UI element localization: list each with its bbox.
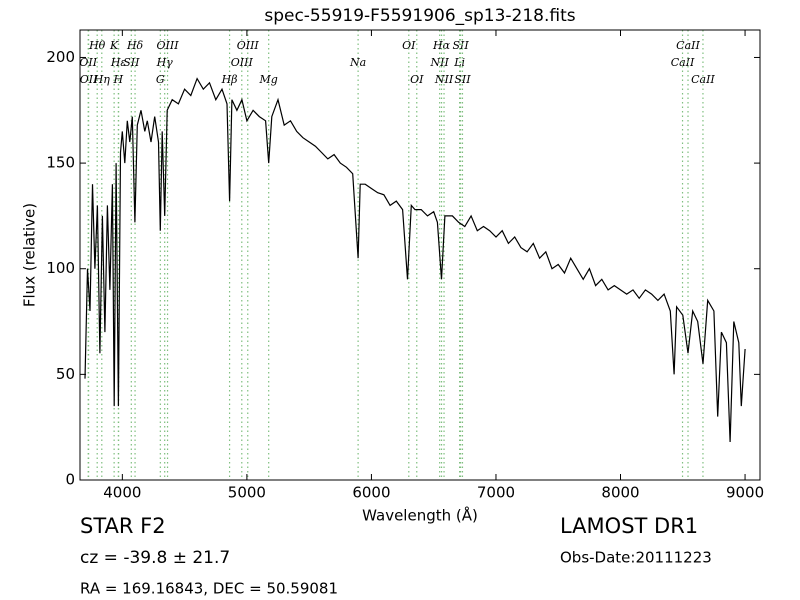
spectral-line-label: Hγ	[156, 56, 174, 69]
spectral-line-label: G	[156, 73, 165, 86]
spectral-line-label: Hβ	[221, 73, 238, 86]
object-class: STAR F2	[80, 514, 166, 538]
spectral-line-label: NII	[434, 73, 454, 86]
spectral-line-label: Hα	[432, 39, 451, 52]
spectral-line-label: Hδ	[126, 39, 144, 52]
spectral-line-label: OIII	[231, 56, 254, 69]
y-tick-label: 50	[56, 365, 75, 383]
x-tick-label: 5000	[228, 484, 266, 502]
spectral-line-label: Hε	[110, 56, 127, 69]
x-tick-label: 4000	[103, 484, 141, 502]
spectral-line-label: CaII	[671, 56, 695, 69]
spectral-line-label: SII	[454, 73, 471, 86]
spectral-line-label: OI	[402, 39, 416, 52]
spectral-line-label: SII	[452, 39, 469, 52]
spectral-line-label: Na	[349, 56, 366, 69]
coordinates: RA = 169.16843, DEC = 50.59081	[80, 580, 338, 598]
spectral-line-label: CaII	[691, 73, 715, 86]
x-tick-label: 9000	[726, 484, 764, 502]
spectral-line-label: OIII	[157, 39, 180, 52]
x-tick-label: 6000	[352, 484, 390, 502]
spectral-line-label: NII	[430, 56, 450, 69]
spectral-line-label: OIII	[237, 39, 260, 52]
y-tick-label: 200	[46, 48, 75, 66]
y-axis-label: Flux (relative)	[21, 203, 39, 307]
spectral-line-label: Li	[453, 56, 465, 69]
spectral-line-label: Mg	[259, 73, 278, 86]
y-tick-label: 100	[46, 259, 75, 277]
spectral-line-label: K	[109, 39, 119, 52]
spectral-line-label: Hη	[93, 73, 111, 86]
plot-frame	[79, 29, 761, 481]
y-tick-label: 150	[46, 154, 75, 172]
chart-title: spec-55919-F5591906_sp13-218.fits	[264, 6, 575, 26]
spectral-line-label: OI	[410, 73, 424, 86]
spectral-line-label: CaII	[676, 39, 700, 52]
x-axis-label: Wavelength (Å)	[362, 506, 478, 525]
spectral-line-label: Hθ	[88, 39, 106, 52]
x-tick-label: 8000	[601, 484, 639, 502]
spectral-line-label: OII	[80, 73, 98, 86]
x-tick-label: 7000	[477, 484, 515, 502]
survey: LAMOST DR1	[560, 514, 698, 538]
spectral-line-label: SII	[123, 56, 140, 69]
spectrum-line	[84, 77, 746, 443]
obs-date: Obs-Date:20111223	[560, 549, 712, 567]
y-tick-label: 0	[65, 471, 75, 489]
redshift: cz = -39.8 ± 21.7	[80, 548, 230, 568]
